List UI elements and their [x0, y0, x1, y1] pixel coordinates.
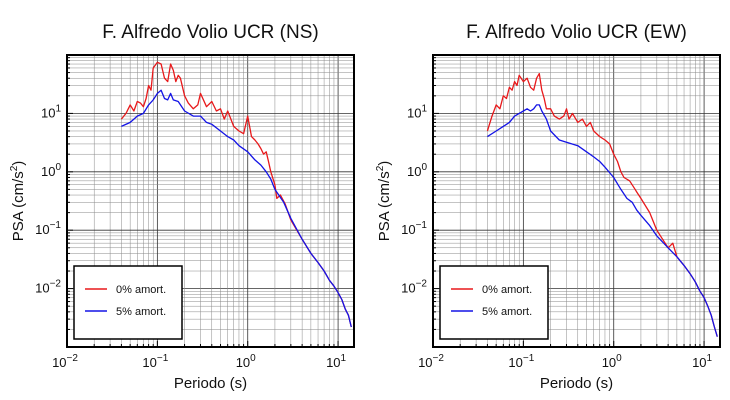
x-tick-label: 10−2: [52, 353, 78, 370]
y-tick-label: 10−1: [35, 220, 61, 237]
series-line-red: [486, 72, 718, 337]
y-tick-label: 101: [407, 103, 427, 120]
legend-label: 5% amort.: [482, 306, 532, 318]
x-axis-label: Periodo (s): [540, 375, 613, 392]
legend-box: [73, 265, 183, 340]
y-tick-label: 10−2: [401, 279, 427, 296]
legend: 0% amort. 5% amort.: [73, 265, 183, 340]
x-tick-label: 10−1: [508, 353, 534, 370]
legend-label: 5% amort.: [116, 306, 166, 318]
legend: 0% amort. 5% amort.: [439, 265, 549, 340]
legend-label: 0% amort.: [116, 284, 166, 296]
y-tick-label: 100: [407, 162, 427, 179]
chart-title: F. Alfredo Volio UCR (EW): [466, 22, 687, 43]
x-tick-label: 101: [692, 353, 712, 370]
x-tick-label: 10−1: [142, 353, 168, 370]
legend-label: 0% amort.: [482, 284, 532, 296]
y-axis-label: PSA (cm/s2): [9, 161, 27, 242]
x-tick-label: 100: [236, 353, 256, 370]
x-tick-label: 101: [326, 353, 346, 370]
y-tick-label: 10−1: [401, 220, 427, 237]
x-tick-label: 10−2: [418, 353, 444, 370]
y-tick-label: 10−2: [35, 279, 61, 296]
chart-panel-1: 10−2 10−1 100 101 10−2 10−1 100 101 F. Alfredo V…: [9, 22, 355, 392]
y-tick-label: 101: [41, 103, 61, 120]
y-tick-label: 100: [41, 162, 61, 179]
plot-frame: [66, 54, 355, 348]
chart-title: F. Alfredo Volio UCR (NS): [102, 22, 318, 43]
x-axis-label: Periodo (s): [174, 375, 247, 392]
series-line-blue: [121, 89, 352, 328]
x-tick-label: 100: [602, 353, 622, 370]
chart-panel-2: 10−2 10−1 100 101 10−2 10−1 100 101 F. Alfredo V…: [375, 22, 721, 392]
y-axis-label: PSA (cm/s2): [375, 161, 393, 242]
legend-box: [439, 265, 549, 340]
series-line-blue: [487, 104, 718, 337]
plot-frame: [432, 54, 721, 348]
